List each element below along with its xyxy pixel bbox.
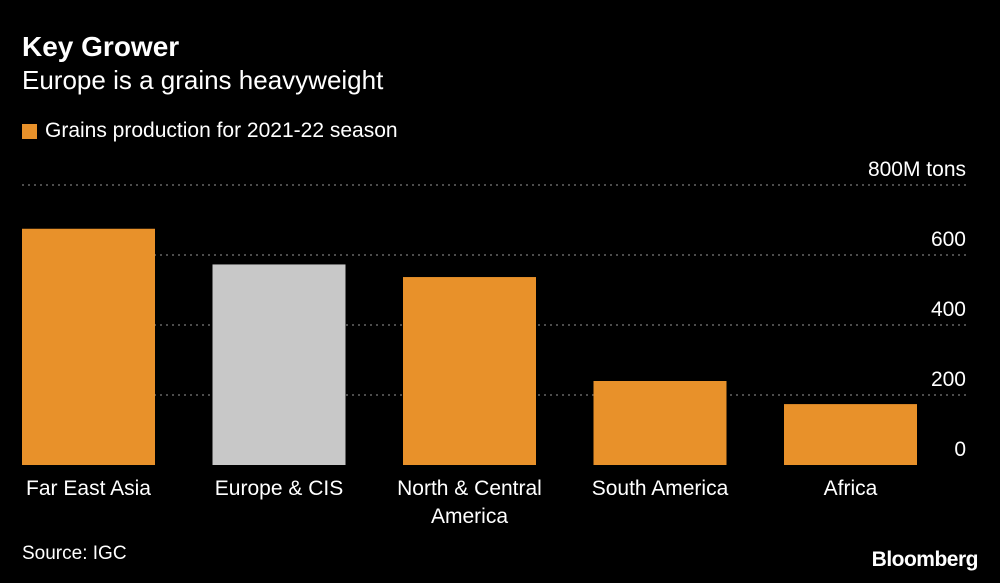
bloomberg-logo: Bloomberg xyxy=(871,548,979,571)
bar xyxy=(593,381,727,465)
category-label: North & Central America xyxy=(397,477,542,528)
y-tick-label: 0 xyxy=(954,438,966,461)
source-note: Source: IGC xyxy=(22,543,127,564)
legend-swatch xyxy=(22,123,37,139)
category-label: Far East Asia xyxy=(26,477,151,500)
chart-title: Key Grower xyxy=(22,31,180,62)
bar xyxy=(212,264,346,465)
legend: Grains production for 2021-22 season xyxy=(22,118,398,144)
legend-label: Grains production for 2021-22 season xyxy=(45,119,398,142)
bar xyxy=(784,404,917,465)
bar xyxy=(22,228,155,465)
bar xyxy=(403,277,536,465)
y-tick-label: 200 xyxy=(931,368,966,391)
category-label: Africa xyxy=(824,477,878,500)
y-tick-label: 800M tons xyxy=(868,158,966,181)
y-tick-label: 600 xyxy=(931,228,966,251)
y-tick-label: 400 xyxy=(931,298,966,321)
category-label: South America xyxy=(592,477,729,500)
category-label: Europe & CIS xyxy=(215,477,343,500)
chart-subtitle: Europe is a grains heavyweight xyxy=(22,65,384,95)
